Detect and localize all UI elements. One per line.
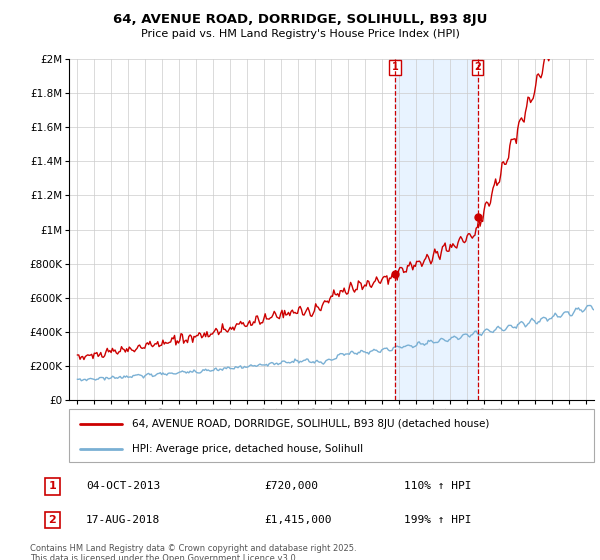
Text: 1: 1 [49,482,56,492]
Text: Price paid vs. HM Land Registry's House Price Index (HPI): Price paid vs. HM Land Registry's House … [140,29,460,39]
Text: 199% ↑ HPI: 199% ↑ HPI [404,515,472,525]
FancyBboxPatch shape [69,409,594,462]
Text: £720,000: £720,000 [265,482,319,492]
Text: 64, AVENUE ROAD, DORRIDGE, SOLIHULL, B93 8JU: 64, AVENUE ROAD, DORRIDGE, SOLIHULL, B93… [113,13,487,26]
Text: 2: 2 [474,62,481,72]
Text: 17-AUG-2018: 17-AUG-2018 [86,515,160,525]
Text: 110% ↑ HPI: 110% ↑ HPI [404,482,472,492]
Bar [395,59,478,400]
Text: £1,415,000: £1,415,000 [265,515,332,525]
Text: 1: 1 [392,62,398,72]
Text: HPI: Average price, detached house, Solihull: HPI: Average price, detached house, Soli… [132,444,363,454]
Text: 04-OCT-2013: 04-OCT-2013 [86,482,160,492]
Text: 64, AVENUE ROAD, DORRIDGE, SOLIHULL, B93 8JU (detached house): 64, AVENUE ROAD, DORRIDGE, SOLIHULL, B93… [132,419,490,429]
Text: 2: 2 [49,515,56,525]
Text: Contains HM Land Registry data © Crown copyright and database right 2025.
This d: Contains HM Land Registry data © Crown c… [30,544,356,560]
